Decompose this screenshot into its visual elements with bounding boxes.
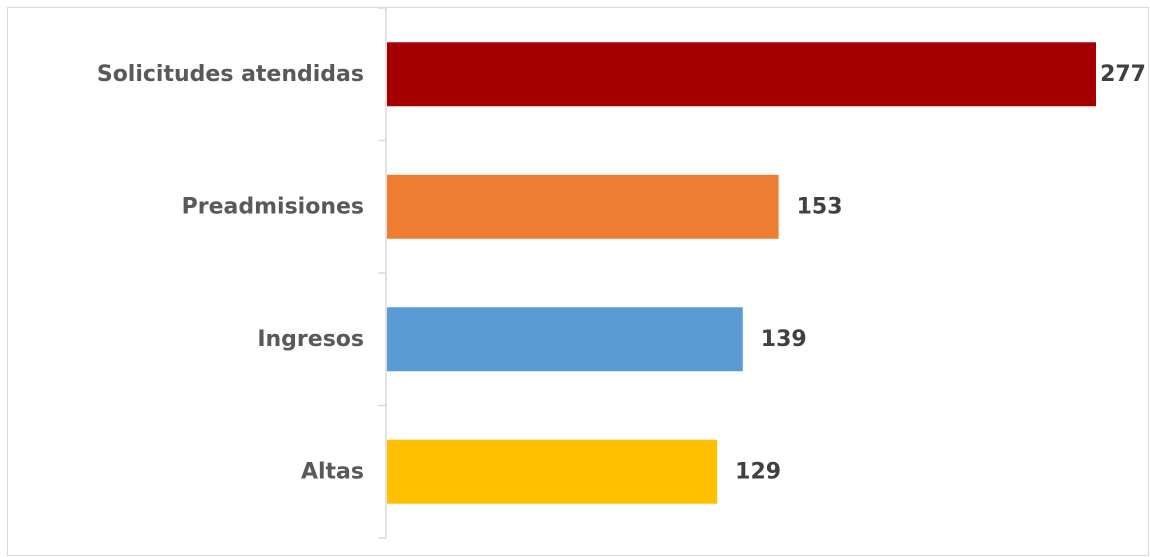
category-label-preadmisiones: Preadmisiones: [182, 194, 364, 219]
category-label-solicitudes-atendidas: Solicitudes atendidas: [97, 62, 364, 87]
category-label-altas: Altas: [301, 459, 364, 484]
bar-altas: [387, 439, 718, 504]
bars: [387, 42, 1096, 504]
bar-preadmisiones: [387, 174, 779, 239]
category-axis: [378, 7, 387, 539]
labels: Solicitudes atendidas 277 Preadmisiones 153…: [97, 62, 1146, 485]
data-label-ingresos: 139: [761, 327, 807, 352]
data-label-solicitudes-atendidas: 277: [1100, 62, 1146, 87]
data-label-preadmisiones: 153: [797, 194, 843, 219]
data-label-altas: 129: [735, 459, 781, 484]
bar-ingresos: [387, 307, 743, 372]
bar-solicitudes-atendidas: [387, 42, 1096, 107]
category-label-ingresos: Ingresos: [257, 327, 364, 352]
